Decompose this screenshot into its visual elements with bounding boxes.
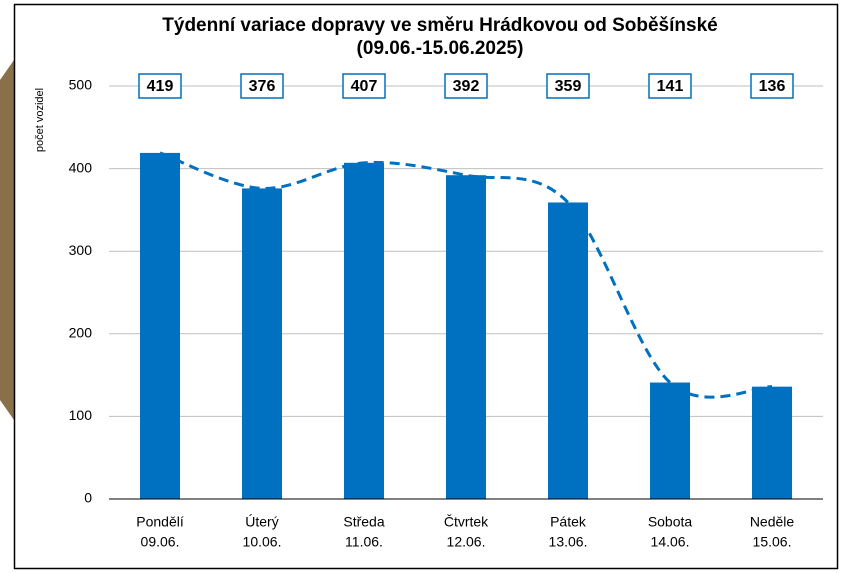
chart-frame [13,3,839,570]
y-tick-label: 300 [69,242,93,258]
value-label: 376 [249,78,276,95]
value-label-box [138,73,182,99]
value-label: 419 [147,78,174,95]
x-tick-label: Pondělí [136,514,184,530]
x-tick-label: 09.06. [141,534,180,550]
y-tick-label: 400 [69,159,93,175]
chart-title: Týdenní variace dopravy ve směru Hrádkov… [162,15,717,36]
value-label: 136 [759,78,786,95]
bar [344,162,384,499]
y-tick-label: 0 [84,490,92,506]
x-tick-label: 10.06. [243,534,282,550]
value-label-box [750,73,794,99]
x-tick-label: Úterý [245,514,278,530]
x-tick-label: Pátek [550,514,587,530]
x-tick-label: 12.06. [447,534,486,550]
value-label-box [240,73,284,99]
x-tick-label: Neděle [750,514,795,530]
bar [752,386,792,499]
bar [446,175,486,499]
bar [140,152,180,499]
chart-title: (09.06.-15.06.2025) [357,38,524,59]
x-tick-label: 14.06. [651,534,690,550]
x-tick-label: Středa [343,514,384,530]
x-tick-label: Čtvrtek [444,514,489,530]
value-label: 407 [351,78,378,95]
value-label-box [342,73,386,99]
value-label: 359 [555,78,582,95]
x-tick-label: Sobota [648,514,693,530]
bar [242,188,282,499]
y-tick-label: 200 [69,325,93,341]
y-tick-label: 500 [69,77,93,93]
value-label-box [648,73,692,99]
bar [548,202,588,499]
value-label-box [444,73,488,99]
x-tick-label: 13.06. [549,534,588,550]
value-label-box [546,73,590,99]
y-axis-label: počet vozidel [34,88,46,152]
y-tick-label: 100 [69,407,93,423]
bar [650,382,690,499]
value-label: 392 [453,78,480,95]
x-tick-label: 11.06. [345,534,383,550]
trend-line [159,151,773,399]
value-label: 141 [657,78,684,95]
decoration [0,60,14,420]
x-tick-label: 15.06. [753,534,792,550]
